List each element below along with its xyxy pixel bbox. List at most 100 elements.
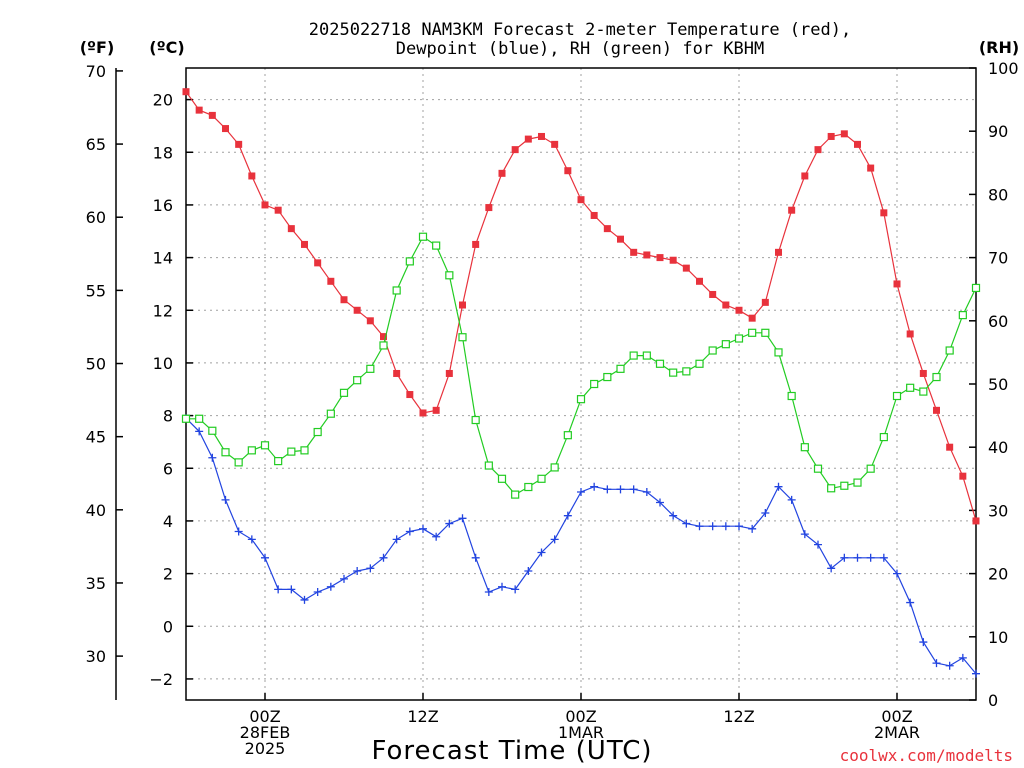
rh-unit-label: (RH) [979,38,1019,57]
dewpoint-point [748,524,757,533]
celsius-tick-label: 8 [163,407,173,426]
temperature-point [182,88,190,96]
fahrenheit-tick-label: 70 [86,62,106,81]
rh-point [827,484,836,493]
dewpoint-point [866,553,875,562]
rh-tick-label: 60 [988,312,1008,331]
temperature-point [287,225,295,233]
temperature-point [261,201,269,209]
dewpoint-point [458,514,467,523]
x-tick-label: 1MAR [558,723,604,742]
rh-point [432,241,441,250]
rh-point [392,286,401,295]
rh-tick-label: 30 [988,501,1008,520]
dewpoint-point [550,535,559,544]
celsius-tick-label: 14 [153,249,173,268]
dewpoint-point [669,511,678,520]
dewpoint-point [484,588,493,597]
temperature-point [195,106,203,114]
rh-point [260,441,270,450]
temperature-point [840,130,848,138]
temperature-point [419,409,427,417]
dewpoint-point [642,487,651,496]
rh-tick-label: 80 [988,185,1008,204]
temperature-point [564,167,572,175]
series-line-dewpoint [185,417,977,675]
temperature-point [393,369,401,377]
dewpoint-point [563,511,572,520]
celsius-tick-label: 12 [153,301,173,320]
celsius-tick-label: 16 [153,196,173,215]
rh-point [603,372,612,382]
dewpoint-point [774,482,783,491]
rh-point [813,464,823,473]
fahrenheit-tick-label: 45 [86,428,106,447]
series-temperature [182,88,980,525]
temperature-point [366,317,374,325]
temperature-point [406,391,414,399]
rh-point [669,368,678,377]
rh-point [181,414,191,423]
dewpoint-point [577,487,585,496]
rh-point [313,427,322,437]
series-layer [181,88,981,678]
series-rh [181,232,981,499]
x-tick-label: 00Z [565,707,596,726]
rh-tick-label: 100 [988,59,1019,78]
rh-tick-label: 10 [988,628,1008,647]
celsius-tick-label: 20 [153,91,173,110]
rh-point [221,448,230,457]
temperature-point [656,254,664,262]
temperature-point [380,333,387,341]
plot-frame [185,67,977,701]
fahrenheit-unit-label: (ºF) [80,38,115,57]
rh-point [484,461,493,470]
rh-point [708,346,717,355]
rh-point [971,283,981,293]
rh-point [892,391,902,401]
credit-text: coolwx.com/modelts [840,746,1013,765]
temperature-point [959,472,967,480]
rh-point [511,490,520,499]
rh-point [761,328,770,337]
rh-point [537,474,546,483]
rh-point [445,271,454,280]
temperature-point [630,248,638,256]
dewpoint-point [919,638,928,647]
rh-point [800,443,809,452]
dewpoint-point [590,482,599,491]
celsius-tick-label: 6 [163,459,173,478]
temperature-point [511,146,519,154]
chart-title: 2025022718 NAM3KM Forecast 2-meter Tempe… [309,20,851,40]
rh-tick-label: 0 [988,691,998,710]
celsius-tick-label: 18 [153,143,173,162]
dewpoint-point [800,530,809,539]
rh-tick-label: 90 [988,122,1008,141]
dewpoint-point [656,498,664,507]
celsius-unit-label: (ºC) [149,38,184,57]
rh-tick-label: 20 [988,565,1008,584]
temperature-point [498,169,506,177]
dewpoint-point [208,453,217,462]
rh-point [366,364,375,373]
dewpoint-point [814,540,822,549]
rh-point [195,414,204,423]
dewpoint-point [300,595,309,604]
dewpoint-point [511,585,520,594]
rh-point [919,387,928,396]
temperature-point [775,248,782,256]
rh-point [721,340,730,349]
rh-point [458,333,467,342]
x-tick-label: 00Z [249,707,280,726]
series-line-rh [186,235,977,496]
rh-point [879,432,888,442]
fahrenheit-tick-label: 55 [86,281,106,300]
rh-point [339,388,349,397]
temperature-point [340,296,348,304]
dewpoint-point [195,427,204,436]
temperature-point [314,259,322,267]
temperature-point [933,406,940,414]
temperature-point [814,146,822,154]
temperature-point [696,277,703,285]
